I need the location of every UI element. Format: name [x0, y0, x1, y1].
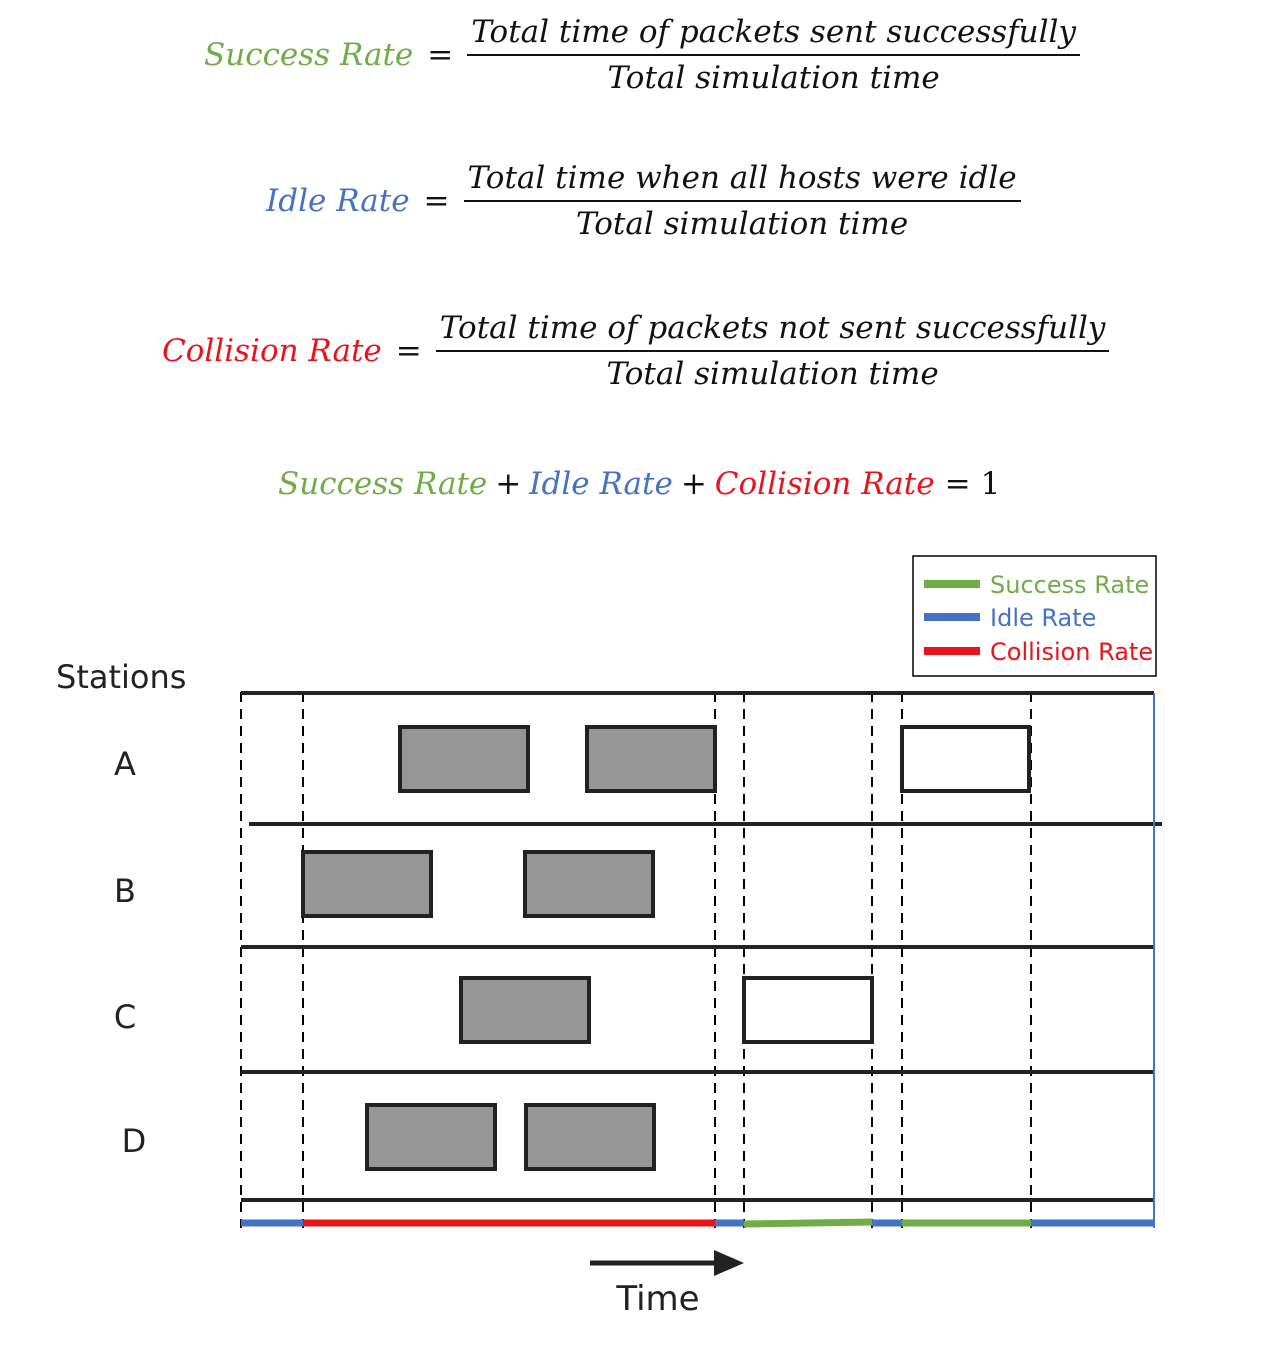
- success-rate-denominator: Total simulation time: [607, 60, 940, 96]
- fraction-bar: [463, 200, 1021, 202]
- collision-rate-equation: Collision Rate = Total time of packets n…: [162, 310, 1110, 392]
- station-label-b: B: [114, 872, 136, 910]
- sum-collision-rate: Collision Rate: [714, 466, 935, 502]
- equals-sign: =: [423, 183, 450, 219]
- sum-success-rate: Success Rate: [278, 466, 488, 502]
- idle-rate-fraction: Total time when all hosts were idle Tota…: [463, 160, 1021, 242]
- station-label-a: A: [114, 745, 136, 783]
- legend-label-idle: Idle Rate: [990, 604, 1096, 632]
- success-rate-lhs: Success Rate: [204, 37, 414, 73]
- timing-diagram: Success Rate Idle Rate Collision Rate St…: [56, 555, 1162, 1319]
- packet-collided: [523, 850, 655, 918]
- packet-collided: [365, 1103, 497, 1171]
- success-rate-equation: Success Rate = Total time of packets sen…: [204, 14, 1080, 96]
- equals-sign: =: [944, 466, 971, 502]
- idle-rate-equation: Idle Rate = Total time when all hosts we…: [266, 160, 1021, 242]
- equals-sign: =: [395, 333, 422, 369]
- packet-successful: [900, 725, 1031, 793]
- packet-collided: [524, 1103, 656, 1171]
- fraction-bar: [435, 350, 1110, 352]
- packet-successful: [742, 976, 874, 1044]
- time-arrow-head: [714, 1250, 744, 1276]
- time-axis-title: Time: [615, 1279, 699, 1319]
- collision-rate-fraction: Total time of packets not sent successfu…: [435, 310, 1110, 392]
- time-arrow-icon: [590, 1250, 744, 1276]
- collision-rate-numerator: Total time of packets not sent successfu…: [439, 310, 1106, 346]
- legend-label-success: Success Rate: [990, 571, 1149, 599]
- station-lines: [241, 691, 1162, 1202]
- station-label-c: C: [114, 998, 136, 1036]
- legend-label-collision: Collision Rate: [990, 638, 1153, 666]
- idle-rate-lhs: Idle Rate: [266, 183, 410, 219]
- plus-sign: +: [495, 466, 522, 502]
- station-label-d: D: [122, 1122, 147, 1160]
- idle-rate-denominator: Total simulation time: [575, 206, 909, 242]
- idle-rate-numerator: Total time when all hosts were idle: [467, 160, 1017, 196]
- collision-rate-denominator: Total simulation time: [606, 356, 939, 392]
- packet-collided: [459, 976, 591, 1044]
- packet-collided: [301, 850, 433, 918]
- success-rate-numerator: Total time of packets sent successfully: [471, 14, 1076, 50]
- stations-title: Stations: [56, 658, 186, 696]
- success-rate-fraction: Total time of packets sent successfully …: [467, 14, 1080, 96]
- sum-idle-rate: Idle Rate: [529, 466, 673, 502]
- success-segment: [743, 1218, 873, 1228]
- plus-sign: +: [680, 466, 707, 502]
- packet-collided: [585, 725, 717, 793]
- equals-sign: =: [427, 37, 454, 73]
- packet-collided: [398, 725, 530, 793]
- legend: Success Rate Idle Rate Collision Rate: [912, 555, 1157, 677]
- sum-rhs: 1: [980, 466, 1001, 502]
- sum-equation: Success Rate + Idle Rate + Collision Rat…: [278, 466, 1000, 502]
- collision-rate-lhs: Collision Rate: [162, 333, 382, 369]
- rate-timeline: [241, 1218, 1154, 1228]
- fraction-bar: [467, 54, 1080, 56]
